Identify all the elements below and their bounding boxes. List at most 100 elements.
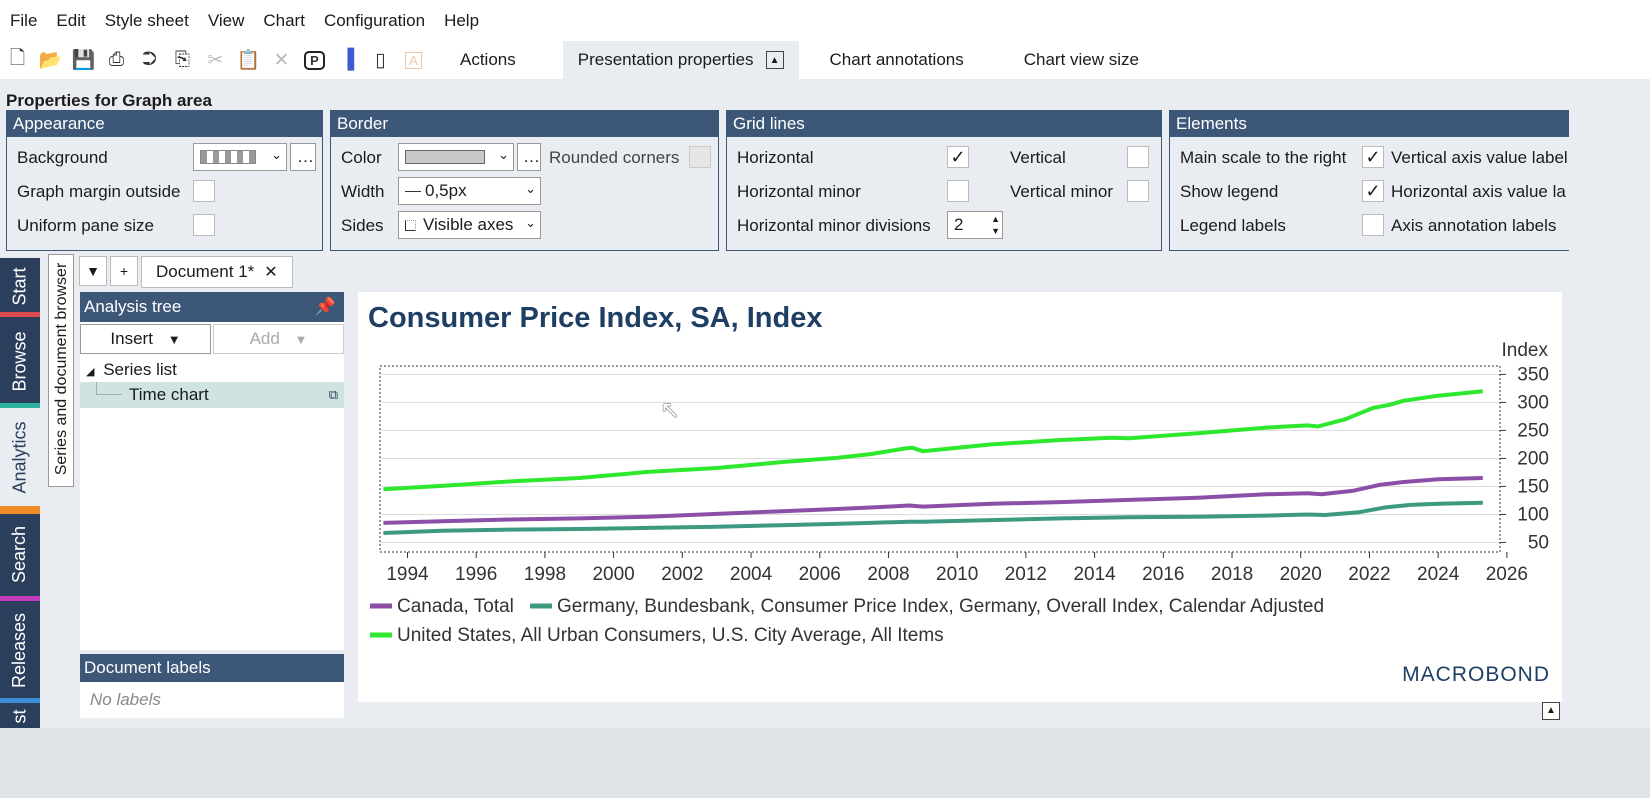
share-icon[interactable]: ⮊ xyxy=(142,49,157,70)
series-line-2 xyxy=(383,389,1484,492)
analytics-accent xyxy=(0,506,40,514)
line-icon xyxy=(405,190,421,192)
x-tick-label: 2000 xyxy=(592,564,634,585)
chart-pane[interactable]: Consumer Price Index, SA, Index 50 100 150… xyxy=(358,292,1562,702)
main-scale-right-label: Main scale to the right xyxy=(1180,148,1347,167)
menu-view[interactable]: View xyxy=(207,10,245,30)
menu-edit[interactable]: Edit xyxy=(56,10,86,30)
plot-frame xyxy=(379,365,1501,553)
side-tab-search[interactable]: Search xyxy=(0,514,40,594)
background-dropdown[interactable]: ⌄ xyxy=(193,143,287,171)
open-window-icon[interactable]: ⧉ xyxy=(328,387,338,402)
vertical-axis-label-label: Vertical axis value label xyxy=(1391,148,1568,167)
properties-title: Properties for Graph area xyxy=(6,91,212,110)
menu-chart[interactable]: Chart xyxy=(263,10,305,30)
grid-vertical-checkbox[interactable] xyxy=(1127,146,1149,168)
document-tabs: ▼ + Document 1* ✕ xyxy=(79,256,293,288)
uniform-pane-checkbox[interactable] xyxy=(193,214,215,236)
legend-labels-checkbox[interactable] xyxy=(1362,214,1384,236)
caret-down-icon: ▼ xyxy=(167,332,181,347)
side-tab-list-label: st xyxy=(9,708,30,724)
device-icon[interactable]: ▯ xyxy=(375,49,386,71)
elements-head: Elements xyxy=(1170,111,1569,137)
delete-icon[interactable]: ✕ xyxy=(273,49,290,71)
border-width-value: 0,5px xyxy=(425,181,467,200)
open-folder-icon[interactable]: 📂 xyxy=(38,50,63,71)
border-color-dropdown[interactable]: ⌄ xyxy=(398,143,514,171)
close-icon[interactable]: ✕ xyxy=(264,264,278,281)
paste-icon[interactable]: 📋 xyxy=(236,50,261,71)
background-more-button[interactable]: … xyxy=(290,143,316,171)
text-annotation-icon[interactable]: A xyxy=(398,45,429,76)
show-legend-checkbox[interactable]: ✓ xyxy=(1362,180,1384,202)
chart-svg[interactable]: 50 100 150 200 250 300 350 Index 1994 1996 1998 200… xyxy=(358,292,1562,702)
chevron-down-icon: ⌄ xyxy=(525,215,536,230)
y-axis-label: Index xyxy=(1502,340,1549,361)
tab-chart-annotations[interactable]: Chart annotations xyxy=(815,41,979,79)
chart-bar-icon[interactable]: ▐ xyxy=(340,49,355,70)
grid-lines-head: Grid lines xyxy=(727,111,1161,137)
browse-accent xyxy=(0,403,40,408)
border-sides-dropdown[interactable]: Visible axes ⌄ xyxy=(398,211,541,239)
border-color-more-button[interactable]: … xyxy=(517,143,541,171)
collapse-up-icon[interactable]: ▲ xyxy=(765,51,784,69)
menu-style-sheet[interactable]: Style sheet xyxy=(104,10,189,30)
stepper-arrows-icon[interactable]: ▲ ▼ xyxy=(991,214,1000,236)
main-scale-right-checkbox[interactable]: ✓ xyxy=(1362,146,1384,168)
insert-label: Insert xyxy=(110,329,153,348)
x-tick-label: 2020 xyxy=(1280,564,1322,585)
tabs-dropdown-icon[interactable]: ▼ xyxy=(79,256,107,286)
tab-annotations-label: Chart annotations xyxy=(829,50,964,69)
color-swatch xyxy=(405,150,485,164)
insert-button[interactable]: Insert ▼ xyxy=(80,324,211,354)
tab-chart-view-size[interactable]: Chart view size xyxy=(1009,41,1154,79)
tab-presentation-properties[interactable]: Presentation properties ▲ xyxy=(562,41,799,79)
appearance-group: Appearance Background ⌄ … Graph margin o… xyxy=(6,110,323,251)
new-document-icon[interactable]: 🗋 xyxy=(9,48,26,69)
print-icon[interactable]: ⎙ xyxy=(108,49,125,70)
y-tick-label: 150 xyxy=(1517,476,1549,497)
new-tab-icon[interactable]: + xyxy=(110,256,138,286)
rounded-corners-checkbox[interactable] xyxy=(689,146,711,168)
grid-vertical-minor-checkbox[interactable] xyxy=(1127,180,1149,202)
chevron-down-icon: ⌄ xyxy=(271,147,282,162)
expand-triangle-icon[interactable]: ◢ xyxy=(86,366,95,378)
pin-icon[interactable]: 📌 xyxy=(314,297,336,316)
menu-help[interactable]: Help xyxy=(444,10,480,30)
graph-margin-checkbox[interactable] xyxy=(193,180,215,202)
scroll-up-icon[interactable]: ▲ xyxy=(1542,702,1560,720)
side-tab-start[interactable]: Start xyxy=(0,258,40,314)
x-tick-label: 2006 xyxy=(799,564,841,585)
cut-icon[interactable]: ✂ xyxy=(207,49,224,71)
y-tick-label: 350 xyxy=(1517,364,1549,385)
x-tick-label: 2022 xyxy=(1348,564,1390,585)
add-button[interactable]: Add ▼ xyxy=(213,324,344,354)
elements-group: Elements Main scale to the right ✓ Verti… xyxy=(1169,110,1569,251)
border-head: Border xyxy=(331,111,718,137)
grid-minor-divisions-stepper[interactable]: 2 ▲ ▼ xyxy=(947,211,1003,239)
chevron-down-icon: ⌄ xyxy=(525,181,536,196)
menu-file[interactable]: File xyxy=(10,10,38,30)
save-icon[interactable]: 💾 xyxy=(71,50,96,71)
copy-icon[interactable]: ⎘ xyxy=(174,49,191,70)
horizontal-axis-label-label: Horizontal axis value la xyxy=(1391,182,1566,201)
tree-item-series-list[interactable]: ◢ Series list xyxy=(86,358,177,382)
series-document-browser-tab[interactable]: Series and document browser xyxy=(48,254,74,487)
tree-item-time-chart[interactable]: Time chart ⧉ xyxy=(80,382,344,408)
grid-horizontal-minor-checkbox[interactable] xyxy=(947,180,969,202)
sides-icon xyxy=(405,219,416,231)
tab-document-1[interactable]: Document 1* ✕ xyxy=(141,256,293,288)
side-tab-browse-label: Browse xyxy=(9,330,30,392)
x-tick-label: 2026 xyxy=(1486,564,1528,585)
menu-configuration[interactable]: Configuration xyxy=(323,10,426,30)
presentation-icon[interactable]: P xyxy=(299,45,330,76)
grid-horizontal-checkbox[interactable]: ✓ xyxy=(947,146,969,168)
checker-swatch xyxy=(200,150,256,164)
tab-actions[interactable]: Actions xyxy=(445,41,531,79)
side-tab-list[interactable]: st xyxy=(0,704,40,728)
side-tab-releases[interactable]: Releases xyxy=(0,602,40,698)
x-tick-label: 2024 xyxy=(1417,564,1460,585)
side-tab-browse[interactable]: Browse xyxy=(0,318,40,404)
side-tab-analytics[interactable]: Analytics xyxy=(0,408,40,506)
border-width-dropdown[interactable]: 0,5px ⌄ xyxy=(398,177,541,205)
